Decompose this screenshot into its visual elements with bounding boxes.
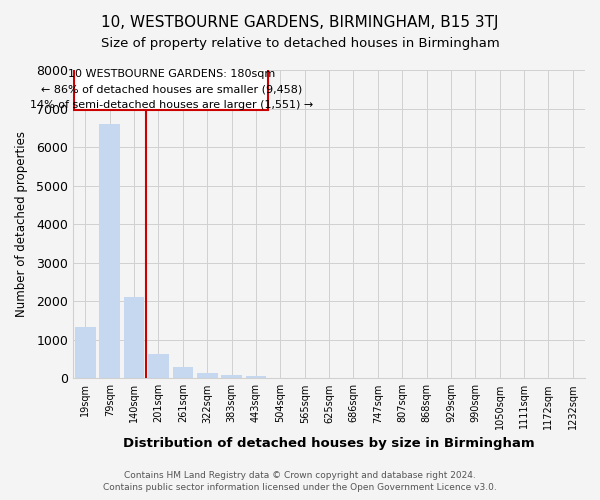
Text: 10 WESTBOURNE GARDENS: 180sqm
← 86% of detached houses are smaller (9,458)
14% o: 10 WESTBOURNE GARDENS: 180sqm ← 86% of d… [29, 68, 313, 110]
Bar [173, 366, 193, 378]
Bar [100, 124, 120, 378]
Y-axis label: Number of detached properties: Number of detached properties [15, 131, 28, 317]
Bar [221, 375, 242, 378]
Bar [197, 373, 218, 378]
Bar [148, 354, 169, 378]
Bar [245, 376, 266, 378]
FancyBboxPatch shape [74, 68, 268, 110]
Text: Size of property relative to detached houses in Birmingham: Size of property relative to detached ho… [101, 38, 499, 51]
Text: 10, WESTBOURNE GARDENS, BIRMINGHAM, B15 3TJ: 10, WESTBOURNE GARDENS, BIRMINGHAM, B15 … [101, 15, 499, 30]
X-axis label: Distribution of detached houses by size in Birmingham: Distribution of detached houses by size … [123, 437, 535, 450]
Bar [124, 298, 145, 378]
Text: Contains HM Land Registry data © Crown copyright and database right 2024.
Contai: Contains HM Land Registry data © Crown c… [103, 471, 497, 492]
Bar [75, 328, 96, 378]
